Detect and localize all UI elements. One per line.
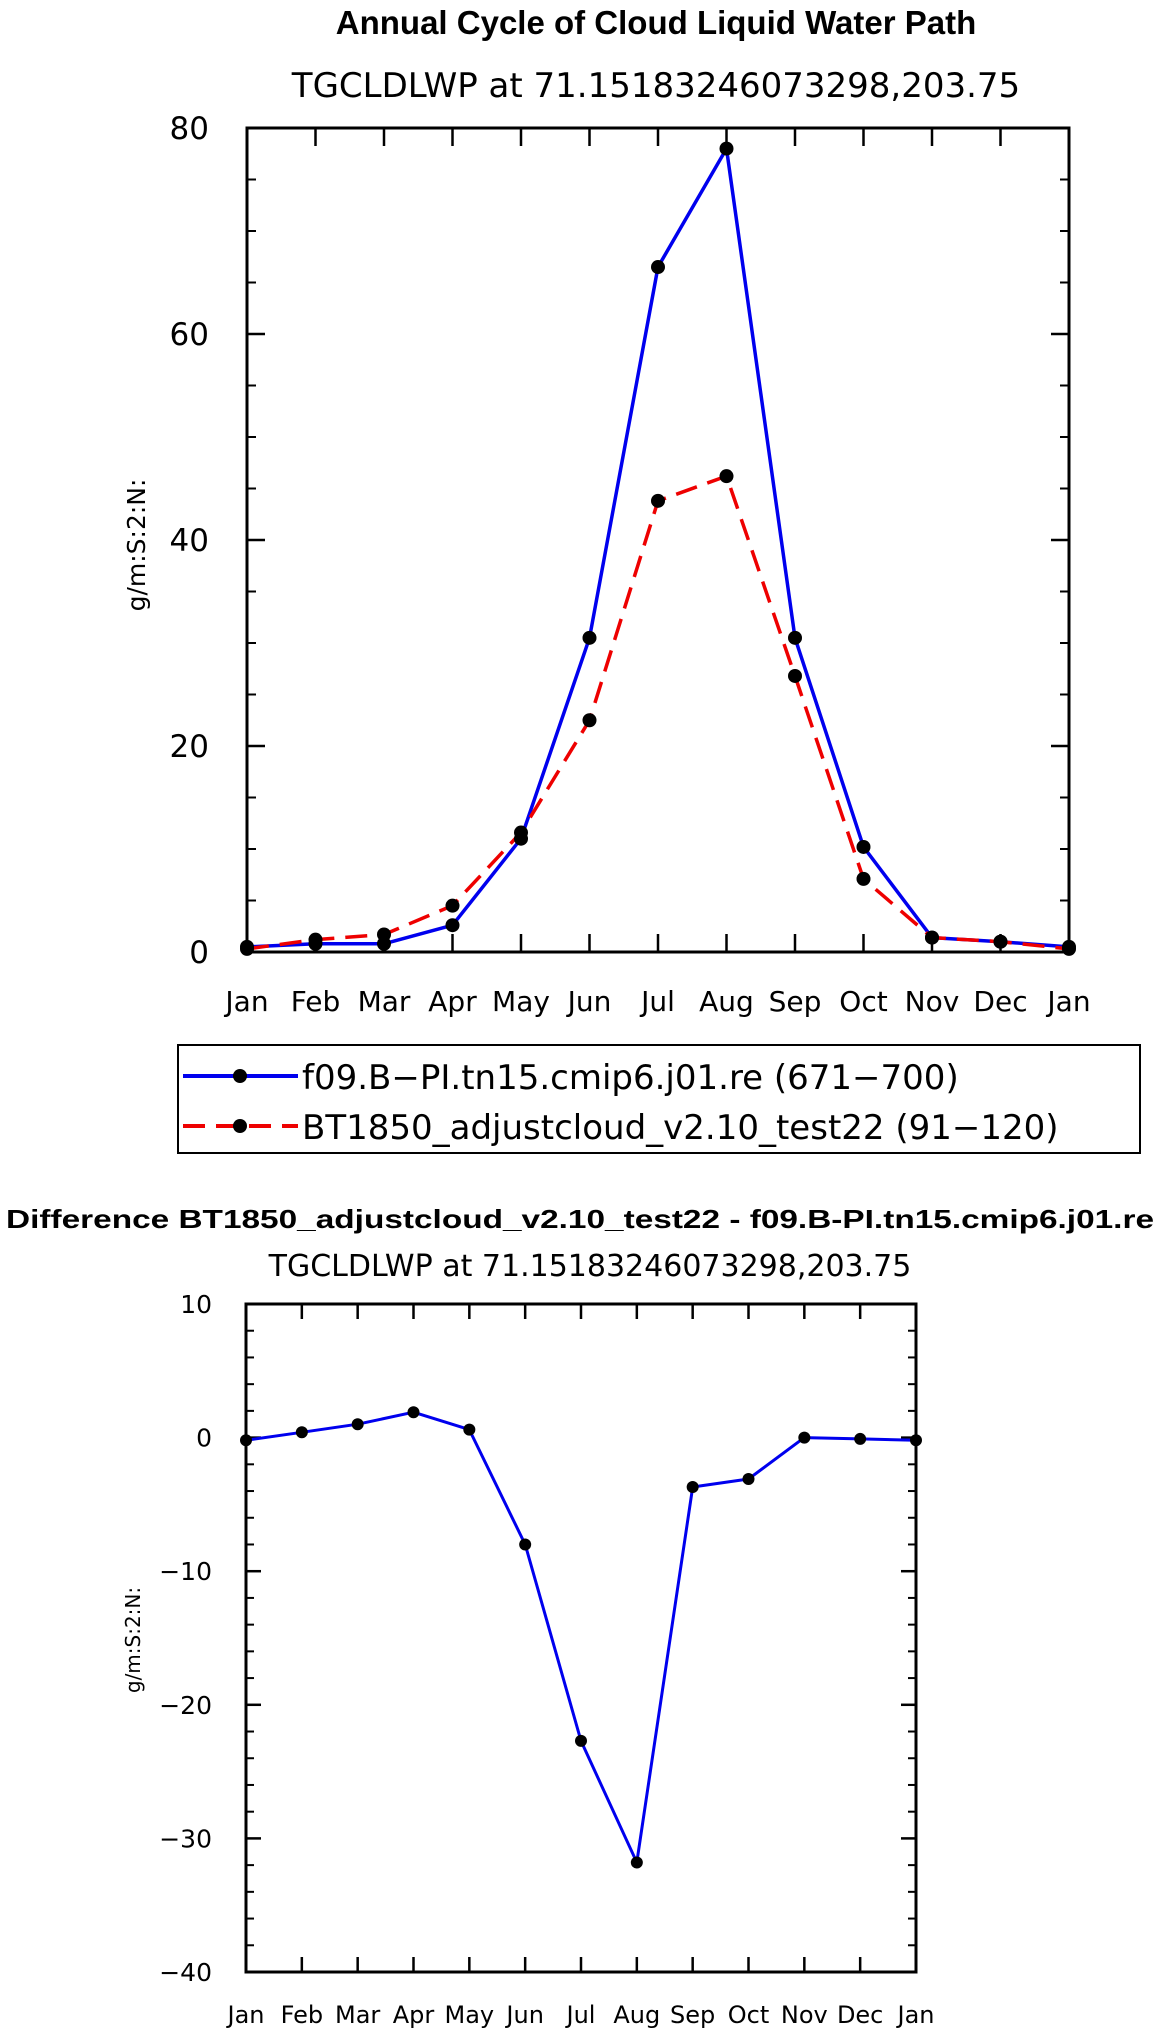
x-tick-label: May — [492, 985, 550, 1018]
data-point-series-1 — [788, 630, 802, 645]
difference-x-tick-label: Mar — [335, 2001, 380, 2029]
difference-y-axis-label: g/m:S:2:N: — [121, 1587, 145, 1693]
difference-x-tick-label: Dec — [837, 2001, 883, 2029]
x-tick-label: Jan — [1045, 985, 1090, 1018]
data-point-series-2 — [856, 871, 871, 886]
plot-frame — [245, 126, 1071, 954]
data-point-series-2 — [582, 713, 597, 728]
data-point-series-2 — [308, 932, 323, 947]
chart-subtitle: TGCLDLWP at 71.15183246073298,203.75 — [291, 66, 1020, 106]
difference-y-tick-label: −20 — [159, 1691, 212, 1720]
series-group — [240, 141, 1076, 956]
difference-plot-frame — [244, 1302, 918, 1974]
difference-data-point-series-1 — [351, 1418, 364, 1431]
legend-label-series-2: BT1850_adjustcloud_v2.10_test22 (91−120) — [302, 1108, 1059, 1148]
x-tick-label: Jun — [566, 985, 612, 1018]
chart-title: Annual Cycle of Cloud Liquid Water Path — [336, 4, 976, 41]
data-point-series-2 — [377, 927, 391, 942]
difference-y-tick-label: −30 — [159, 1824, 212, 1853]
data-point-series-2 — [719, 469, 734, 484]
data-point-series-2 — [925, 930, 939, 945]
difference-data-point-series-1 — [575, 1734, 587, 1747]
legend-marker-series-1 — [233, 1069, 247, 1083]
x-tick-label: Nov — [905, 985, 960, 1018]
x-tick-label: Oct — [839, 985, 887, 1018]
difference-data-point-series-1 — [854, 1432, 867, 1445]
difference-y-tick-label: −10 — [159, 1557, 212, 1586]
data-point-series-2 — [788, 668, 802, 683]
legend-label-series-1: f09.B−PI.tn15.cmip6.j01.re (671−700) — [302, 1058, 959, 1098]
axis-ticks: 0 20 40 60 80 Jan Feb Mar Apr May Jun Jul Aug Sep Oct N… — [170, 111, 1091, 1018]
difference-series-line-1 — [245, 1410, 917, 1864]
difference-y-tick-label: 10 — [180, 1290, 212, 1319]
x-tick-label: Jul — [639, 985, 675, 1018]
legend-box — [177, 1044, 1141, 1154]
difference-y-tick-label: 0 — [196, 1424, 212, 1453]
y-axis-label: g/m:S:2:N: — [122, 479, 151, 612]
data-point-series-2 — [651, 493, 665, 508]
difference-x-tick-label: Jan — [226, 2001, 265, 2029]
difference-x-tick-label: Jan — [896, 2001, 935, 2029]
y-tick-label: 40 — [170, 523, 209, 559]
difference-x-tick-label: May — [445, 2001, 495, 2029]
annual-cycle-chart: Annual Cycle of Cloud Liquid Water Path … — [122, 4, 1091, 1018]
difference-x-tick-label: Nov — [781, 2001, 828, 2029]
y-tick-label: 0 — [189, 935, 209, 971]
data-point-series-1 — [856, 839, 871, 854]
x-tick-label: Feb — [291, 985, 341, 1018]
difference-chart-subtitle: TGCLDLWP at 71.15183246073298,203.75 — [268, 1249, 912, 1284]
y-tick-label: 20 — [170, 729, 209, 765]
difference-x-tick-label: Feb — [281, 2001, 324, 2029]
difference-data-point-series-1 — [742, 1473, 755, 1486]
x-tick-label: Aug — [699, 985, 754, 1018]
difference-series-group — [240, 1406, 922, 1869]
difference-data-point-series-1 — [407, 1406, 420, 1419]
difference-x-tick-label: Apr — [393, 2001, 435, 2029]
difference-y-tick-label: −40 — [159, 1958, 212, 1987]
difference-x-tick-label: Jun — [504, 2001, 544, 2029]
difference-axis-ticks: −40 −30 −20 −10 0 10 Jan Feb Mar Apr May Jun Jul Aug S… — [159, 1290, 934, 2029]
difference-data-point-series-1 — [295, 1426, 308, 1439]
data-point-series-1 — [651, 260, 665, 275]
difference-x-tick-label: Sep — [670, 2001, 715, 2029]
difference-x-tick-label: Aug — [613, 2001, 660, 2029]
difference-x-tick-label: Oct — [728, 2001, 770, 2029]
legend-marker-series-2 — [233, 1119, 247, 1133]
data-point-series-1 — [582, 630, 597, 645]
data-point-series-2 — [514, 825, 528, 840]
x-tick-label: Jan — [223, 985, 268, 1018]
y-tick-label: 60 — [170, 317, 209, 353]
y-tick-label: 80 — [170, 111, 209, 147]
data-point-series-2 — [993, 934, 1008, 949]
x-tick-label: Mar — [358, 985, 411, 1018]
difference-data-point-series-1 — [798, 1431, 811, 1444]
data-point-series-2 — [445, 898, 460, 913]
x-tick-label: Apr — [428, 985, 477, 1018]
difference-chart-title: Difference BT1850_adjustcloud_v2.10_test… — [6, 1204, 1154, 1234]
x-tick-label: Dec — [973, 985, 1027, 1018]
data-point-series-1 — [445, 918, 460, 933]
data-point-series-1 — [719, 141, 734, 156]
difference-data-point-series-1 — [519, 1538, 532, 1551]
legend: f09.B−PI.tn15.cmip6.j01.re (671−700) BT1… — [177, 1044, 1141, 1154]
difference-x-tick-label: Jul — [565, 2001, 596, 2029]
difference-data-point-series-1 — [630, 1856, 643, 1869]
difference-data-point-series-1 — [463, 1423, 476, 1436]
x-tick-label: Sep — [769, 985, 822, 1018]
series-line-2 — [246, 474, 1070, 951]
difference-chart: Difference BT1850_adjustcloud_v2.10_test… — [6, 1204, 1154, 2029]
difference-data-point-series-1 — [686, 1481, 699, 1494]
